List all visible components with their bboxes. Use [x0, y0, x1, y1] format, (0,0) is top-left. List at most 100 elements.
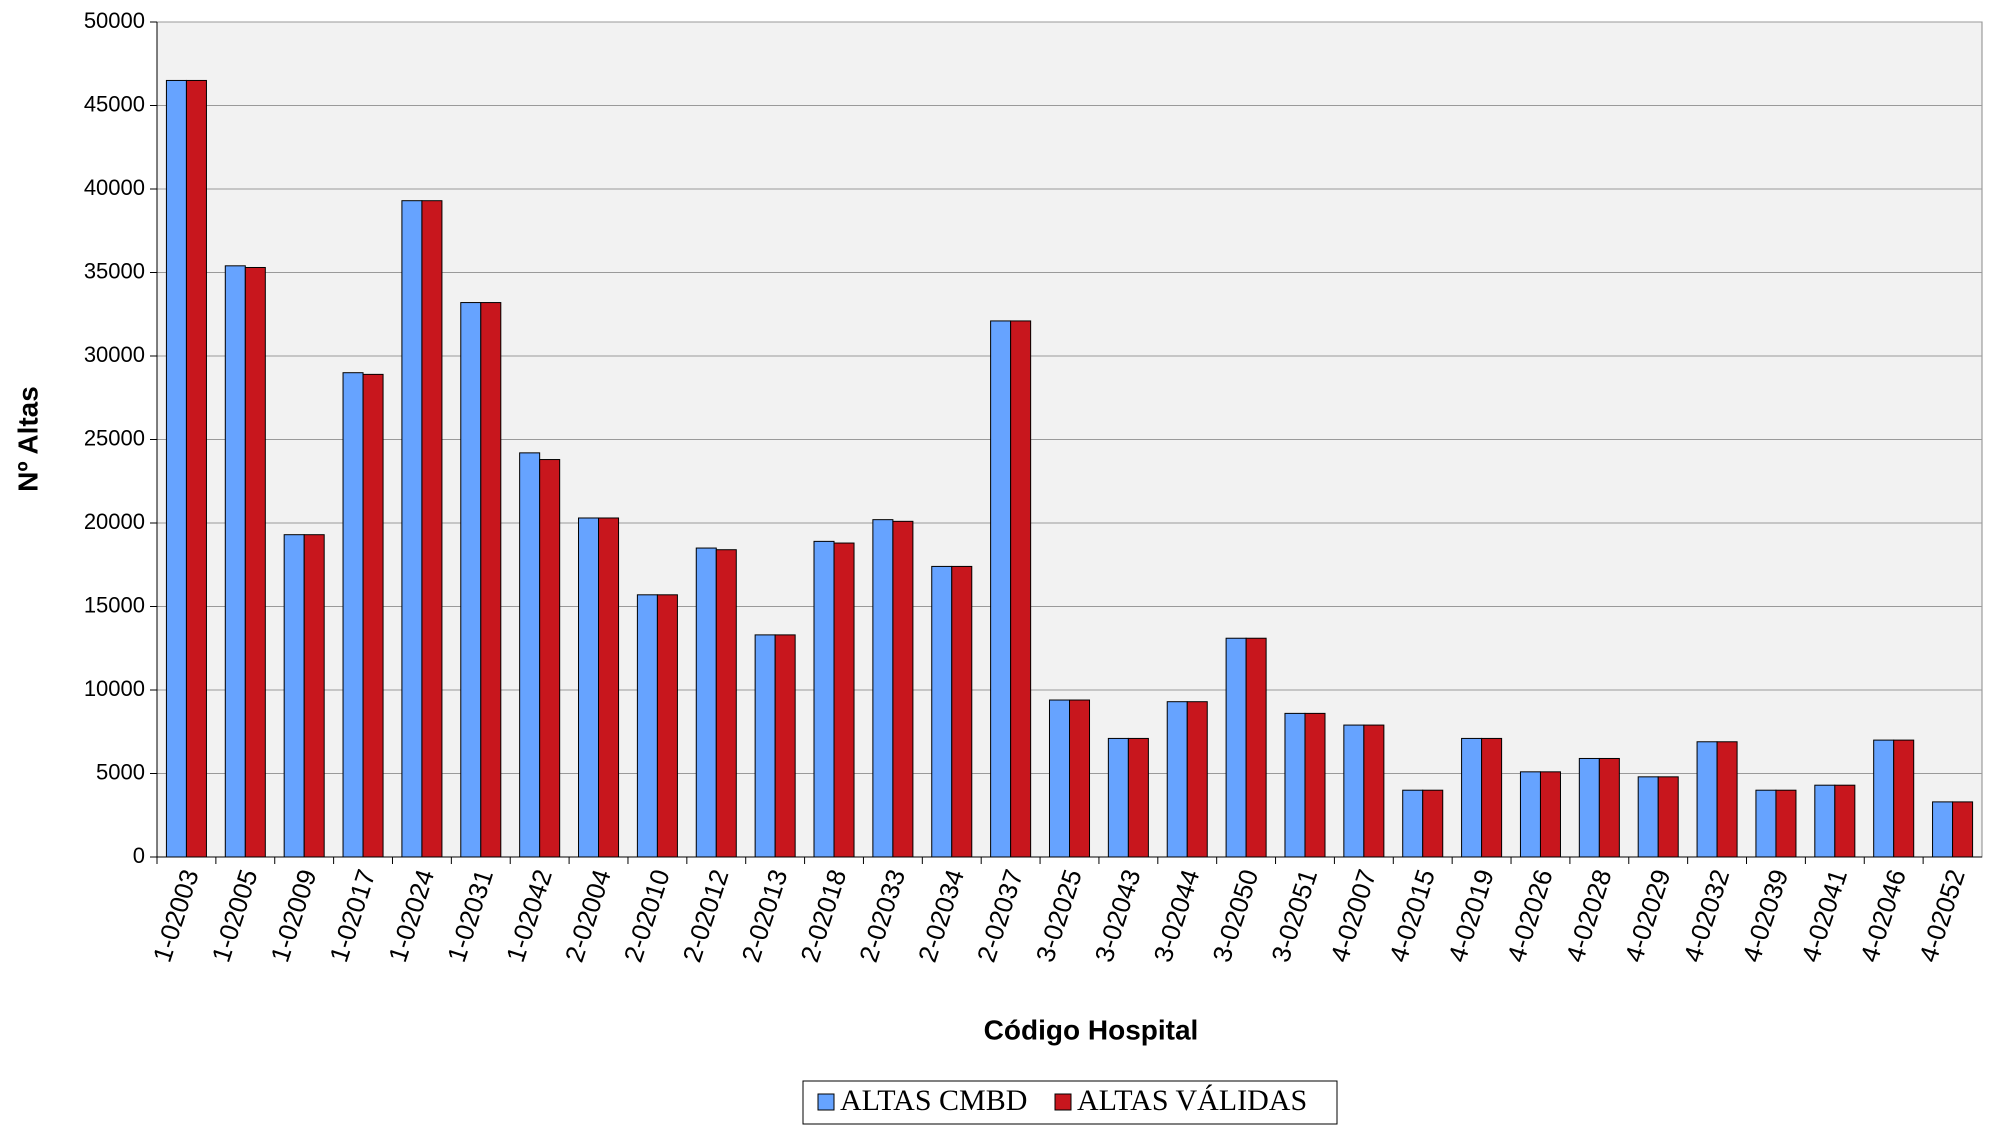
bar	[1657, 776, 1679, 858]
x-tick-label: 4-02041	[1795, 866, 1853, 966]
x-tick-label: 4-02028	[1560, 866, 1618, 966]
bar	[362, 373, 384, 858]
bar	[1578, 757, 1600, 858]
bar	[656, 594, 678, 858]
x-tick-label: 2-02018	[794, 866, 852, 966]
bar	[460, 302, 482, 858]
bar	[1461, 737, 1483, 858]
x-tick-label: 2-02034	[912, 866, 970, 966]
x-tick-label: 4-02052	[1913, 866, 1971, 966]
bar	[1775, 789, 1797, 858]
bar	[421, 200, 443, 858]
bar	[519, 452, 541, 858]
x-tick-label: 4-02007	[1324, 866, 1382, 966]
y-tick-label: 40000	[84, 175, 145, 200]
x-tick-label: 4-02039	[1736, 866, 1794, 966]
bar	[224, 265, 246, 858]
bar	[283, 534, 305, 858]
bar	[1284, 712, 1306, 858]
bar	[1304, 712, 1326, 858]
bar	[1873, 739, 1895, 858]
legend-swatch	[817, 1093, 835, 1111]
bar	[931, 565, 953, 858]
x-tick-label: 1-02017	[323, 866, 381, 966]
x-tick-label: 1-02005	[206, 866, 264, 966]
x-tick-label: 2-02010	[618, 866, 676, 966]
bar	[833, 542, 855, 858]
y-tick-label: 35000	[84, 258, 145, 283]
bar	[1048, 699, 1071, 858]
bar	[1637, 776, 1659, 858]
x-tick-label: 2-02004	[559, 866, 617, 966]
bar	[754, 634, 776, 858]
bar	[1245, 637, 1267, 858]
bar	[165, 79, 187, 858]
x-tick-label: 4-02019	[1442, 866, 1500, 966]
x-tick-label: 3-02044	[1147, 866, 1205, 966]
bar	[342, 372, 364, 858]
bar	[1422, 789, 1444, 858]
legend-label: ALTAS VÁLIDAS	[1077, 1084, 1307, 1117]
bar	[244, 266, 266, 858]
bar	[1010, 320, 1032, 858]
y-tick-label: 10000	[84, 676, 145, 701]
y-tick-label: 15000	[84, 592, 145, 617]
x-tick-label: 3-02043	[1089, 866, 1147, 966]
bar	[578, 517, 600, 858]
bar	[1481, 737, 1503, 858]
bar	[892, 520, 914, 858]
x-tick-label: 2-02013	[735, 866, 793, 966]
x-tick-label: 1-02003	[147, 866, 205, 966]
bar	[1127, 737, 1149, 858]
y-tick-label: 45000	[84, 91, 145, 116]
bar	[1519, 771, 1541, 858]
x-tick-label: 2-02012	[677, 866, 735, 966]
bar	[695, 547, 717, 858]
bar	[1402, 789, 1424, 858]
legend-swatch	[1054, 1093, 1072, 1111]
bar	[1834, 784, 1856, 858]
x-tick-label: 3-02051	[1265, 866, 1323, 966]
x-tick-label: 1-02024	[382, 866, 440, 966]
bar	[951, 565, 973, 858]
bar	[774, 634, 796, 858]
bar	[598, 517, 620, 858]
bar	[1107, 737, 1129, 858]
y-tick-label: 0	[133, 843, 145, 868]
x-tick-label: 3-02050	[1206, 866, 1264, 966]
bar	[1166, 701, 1188, 858]
y-axis-title: Nº Altas	[12, 386, 43, 492]
bar	[1186, 701, 1208, 858]
bar	[1069, 699, 1091, 858]
bar	[1952, 801, 1974, 858]
x-axis-title: Código Hospital	[984, 1014, 1199, 1045]
bar	[539, 459, 561, 858]
bar	[636, 594, 658, 858]
x-tick-label: 4-02029	[1618, 866, 1676, 966]
y-tick-label: 25000	[84, 425, 145, 450]
bar	[401, 200, 423, 858]
bar	[1363, 724, 1385, 858]
x-tick-label: 4-02032	[1677, 866, 1735, 966]
legend-label: ALTAS CMBD	[840, 1084, 1027, 1117]
bar	[872, 519, 894, 858]
bar	[1893, 739, 1915, 858]
x-tick-label: 4-02046	[1854, 866, 1912, 966]
bar	[715, 549, 737, 858]
bar	[1716, 741, 1738, 858]
y-tick-label: 30000	[84, 342, 145, 367]
bar	[1225, 637, 1247, 858]
x-tick-label: 1-02042	[500, 866, 558, 966]
bar	[990, 320, 1012, 858]
x-tick-label: 4-02015	[1383, 866, 1441, 966]
bar	[185, 79, 207, 858]
bar	[480, 302, 502, 858]
x-tick-label: 1-02009	[264, 866, 322, 966]
x-tick-label: 4-02026	[1501, 866, 1559, 966]
x-tick-label: 3-02025	[1030, 866, 1088, 966]
bar	[813, 540, 835, 858]
x-tick-label: 1-02031	[441, 866, 499, 966]
y-tick-label: 50000	[84, 8, 145, 33]
bar	[303, 534, 325, 858]
